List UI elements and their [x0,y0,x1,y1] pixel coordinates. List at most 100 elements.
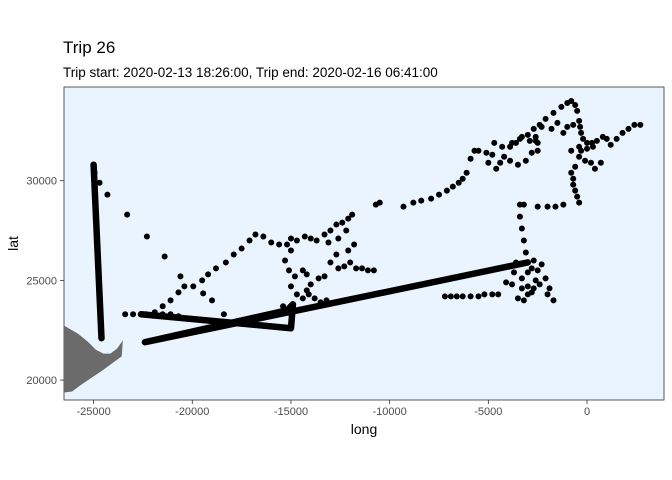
data-point [524,291,531,298]
data-point [333,221,340,228]
data-point [418,197,425,204]
data-point [177,273,184,280]
data-point [576,117,583,124]
data-point [503,279,510,286]
data-point [359,265,366,272]
axis-layer: -25000 -20000 -15000 -10000 -5000 0 20000 25000… [5,176,590,437]
data-point [341,263,348,270]
data-point [303,287,310,294]
data-point [518,285,525,292]
data-point [317,299,324,306]
x-tick-label: -20000 [175,406,209,418]
x-axis-title: long [351,421,377,437]
data-point [516,201,523,208]
data-point [301,233,308,240]
data-point [607,141,614,148]
data-point [181,283,188,290]
data-point [449,183,456,190]
data-point [511,269,517,276]
data-point [287,235,294,242]
data-point [436,191,442,198]
data-point [475,293,482,300]
data-point [447,293,454,300]
data-point [552,203,559,210]
data-point [637,121,644,128]
data-point [577,123,584,130]
data-point [518,275,525,282]
x-tick-label: -5000 [474,406,502,418]
data-point [307,235,314,242]
data-point [591,165,598,172]
data-point [534,203,541,210]
data-point [582,157,589,164]
data-point [522,157,529,164]
data-point [220,311,227,318]
data-point [428,195,435,202]
data-point [499,143,506,150]
data-point [538,123,545,130]
data-point [345,247,352,254]
data-point [347,259,354,266]
data-point [536,281,543,288]
chart-title: Trip 26 [63,38,116,57]
data-point [307,281,314,288]
data-point [495,291,502,298]
data-point [584,139,591,146]
data-point [548,125,555,132]
data-point [212,265,219,272]
data-point [572,187,579,194]
data-point [538,261,545,268]
data-point [282,257,289,264]
data-point [554,119,561,126]
data-point [570,175,577,182]
data-point [528,265,535,272]
data-point [580,135,587,142]
x-tick-label: 0 [584,406,590,418]
x-tick-label: -10000 [373,406,407,418]
data-point [124,211,131,218]
data-point [544,203,551,210]
data-point [522,249,529,256]
data-point [463,169,470,176]
data-point [576,143,583,150]
data-point [516,213,523,220]
data-point [576,199,583,206]
data-point [524,283,531,290]
data-point [284,241,291,248]
data-point [572,101,579,108]
data-point [327,259,334,266]
data-point [200,290,207,297]
data-point [268,239,275,246]
data-point [291,273,298,280]
data-point [530,285,537,292]
data-point [619,129,626,136]
data-point [589,143,596,150]
data-point [597,159,604,166]
data-point [159,303,166,310]
data-point [459,293,466,300]
data-point [91,169,98,176]
data-point [574,193,581,200]
data-point [568,147,575,154]
data-point [142,311,149,318]
data-point [199,277,206,284]
data-point [122,311,129,318]
data-point [276,241,283,248]
data-point [625,125,632,132]
y-tick-label: 25000 [26,275,57,287]
data-point [593,137,600,144]
data-point [252,231,259,238]
data-point [410,199,417,206]
data-point [542,275,549,282]
data-point [303,271,310,278]
data-point [299,267,306,274]
data-point [246,237,253,244]
data-point [544,291,551,298]
data-point [584,145,591,152]
data-point [558,103,565,110]
data-point [475,147,482,154]
data-point [159,311,166,318]
data-point [481,291,488,298]
data-point [534,267,541,274]
data-point [526,137,533,144]
